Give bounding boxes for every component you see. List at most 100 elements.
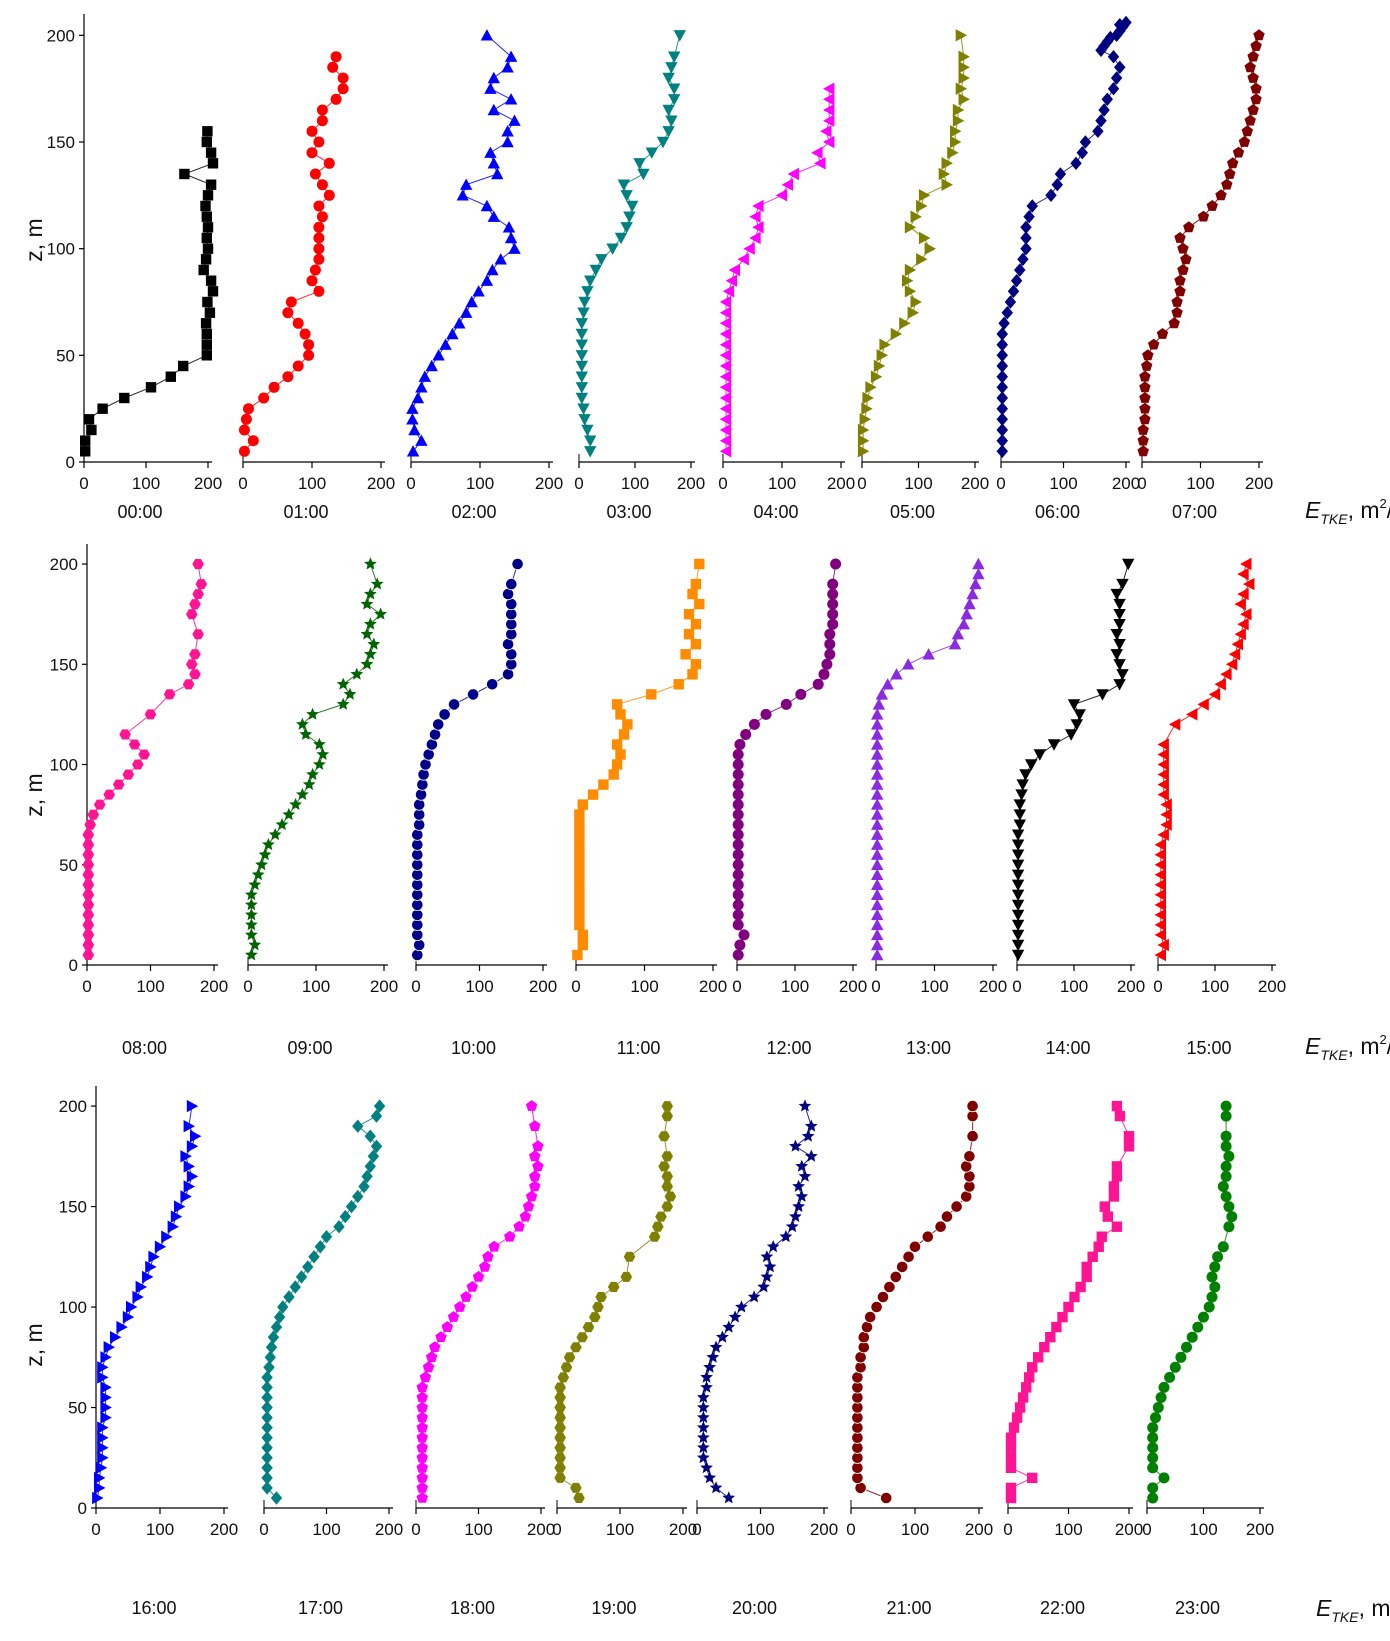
data-point [732, 749, 744, 760]
data-point [337, 83, 349, 95]
data-point [1113, 639, 1126, 651]
data-point [82, 909, 95, 920]
y-tick-label: 100 [50, 756, 78, 775]
data-point [308, 1250, 320, 1264]
data-point [207, 158, 219, 169]
data-point [633, 158, 646, 170]
y-tick-label: 0 [69, 956, 78, 975]
x-tick-label: 0 [243, 977, 252, 996]
data-point [413, 798, 426, 811]
data-point [1027, 1472, 1038, 1484]
data-point [716, 1330, 729, 1343]
data-point [830, 558, 842, 570]
data-point [261, 1451, 273, 1465]
data-point [1065, 729, 1078, 741]
data-point [851, 1431, 864, 1444]
data-point [320, 1230, 333, 1244]
data-point [871, 938, 884, 951]
data-point [620, 222, 633, 234]
data-point [812, 678, 824, 690]
data-point [82, 859, 95, 870]
data-point [752, 221, 764, 234]
data-point [1157, 788, 1169, 801]
data-point [425, 359, 438, 372]
panel-2100: 0 100 200 21:00 [846, 1100, 993, 1618]
data-point [871, 858, 884, 870]
data-point [441, 1321, 453, 1332]
x-tick-label: 100 [768, 474, 796, 493]
data-point [472, 285, 485, 297]
data-point [100, 1391, 112, 1404]
data-point [429, 1341, 441, 1353]
data-point [818, 668, 830, 680]
data-point [592, 1302, 604, 1313]
data-point [1174, 232, 1186, 243]
data-point [1209, 1281, 1221, 1293]
data-point [360, 627, 374, 640]
data-point [267, 1330, 280, 1344]
data-point [316, 115, 328, 127]
data-point [811, 146, 823, 159]
data-point [703, 1471, 717, 1484]
time-label: 20:00 [732, 1598, 777, 1618]
x-tick-label: 200 [210, 1520, 238, 1539]
data-point [1039, 1342, 1050, 1353]
data-point [871, 778, 884, 790]
data-point [1057, 1311, 1068, 1323]
data-point [198, 264, 209, 276]
data-point [364, 617, 377, 630]
data-point [138, 749, 150, 760]
data-point [960, 608, 973, 620]
data-point [775, 189, 788, 202]
data-point [1137, 434, 1149, 446]
data-point [823, 93, 835, 106]
data-point [574, 869, 585, 880]
data-point [1010, 274, 1023, 288]
data-point [306, 147, 318, 159]
x-tick-label: 100 [1186, 474, 1214, 493]
data-point [360, 597, 374, 610]
data-point [1111, 1100, 1123, 1112]
data-point [417, 768, 430, 781]
time-label: 00:00 [117, 502, 162, 522]
data-point [411, 898, 424, 912]
data-point [821, 658, 833, 670]
data-point [722, 285, 735, 298]
data-point [261, 1380, 273, 1395]
data-point [205, 275, 217, 286]
x-tick-label: 0 [91, 1520, 100, 1539]
data-point [82, 879, 95, 890]
data-point [1244, 114, 1256, 126]
data-point [87, 809, 100, 820]
series-line [84, 131, 214, 452]
data-point [574, 839, 585, 850]
data-point [655, 1211, 667, 1222]
data-point [299, 727, 313, 740]
data-point [186, 659, 198, 670]
data-point [245, 918, 258, 931]
data-point [881, 678, 894, 690]
data-point [1157, 768, 1169, 781]
x-tick-label: 0 [1137, 474, 1146, 493]
data-point [406, 402, 419, 414]
data-point [963, 597, 976, 610]
data-point [1237, 587, 1249, 601]
data-point [306, 767, 319, 780]
data-point [460, 306, 473, 318]
x-tick-label: 200 [677, 474, 705, 493]
data-point [1081, 1261, 1092, 1273]
x-tick-label: 200 [979, 977, 1007, 996]
data-point [180, 1190, 192, 1203]
data-point [1147, 1482, 1159, 1494]
data-point [411, 391, 425, 404]
x-tick-label: 0 [82, 977, 91, 996]
data-point [719, 370, 732, 383]
data-point [1139, 381, 1151, 393]
data-point [706, 1350, 720, 1363]
data-point [950, 135, 962, 149]
x-tick-label: 0 [1003, 1520, 1012, 1539]
data-point [1177, 264, 1189, 275]
data-point [350, 667, 364, 680]
data-point [1154, 888, 1166, 901]
data-point [554, 1452, 566, 1463]
